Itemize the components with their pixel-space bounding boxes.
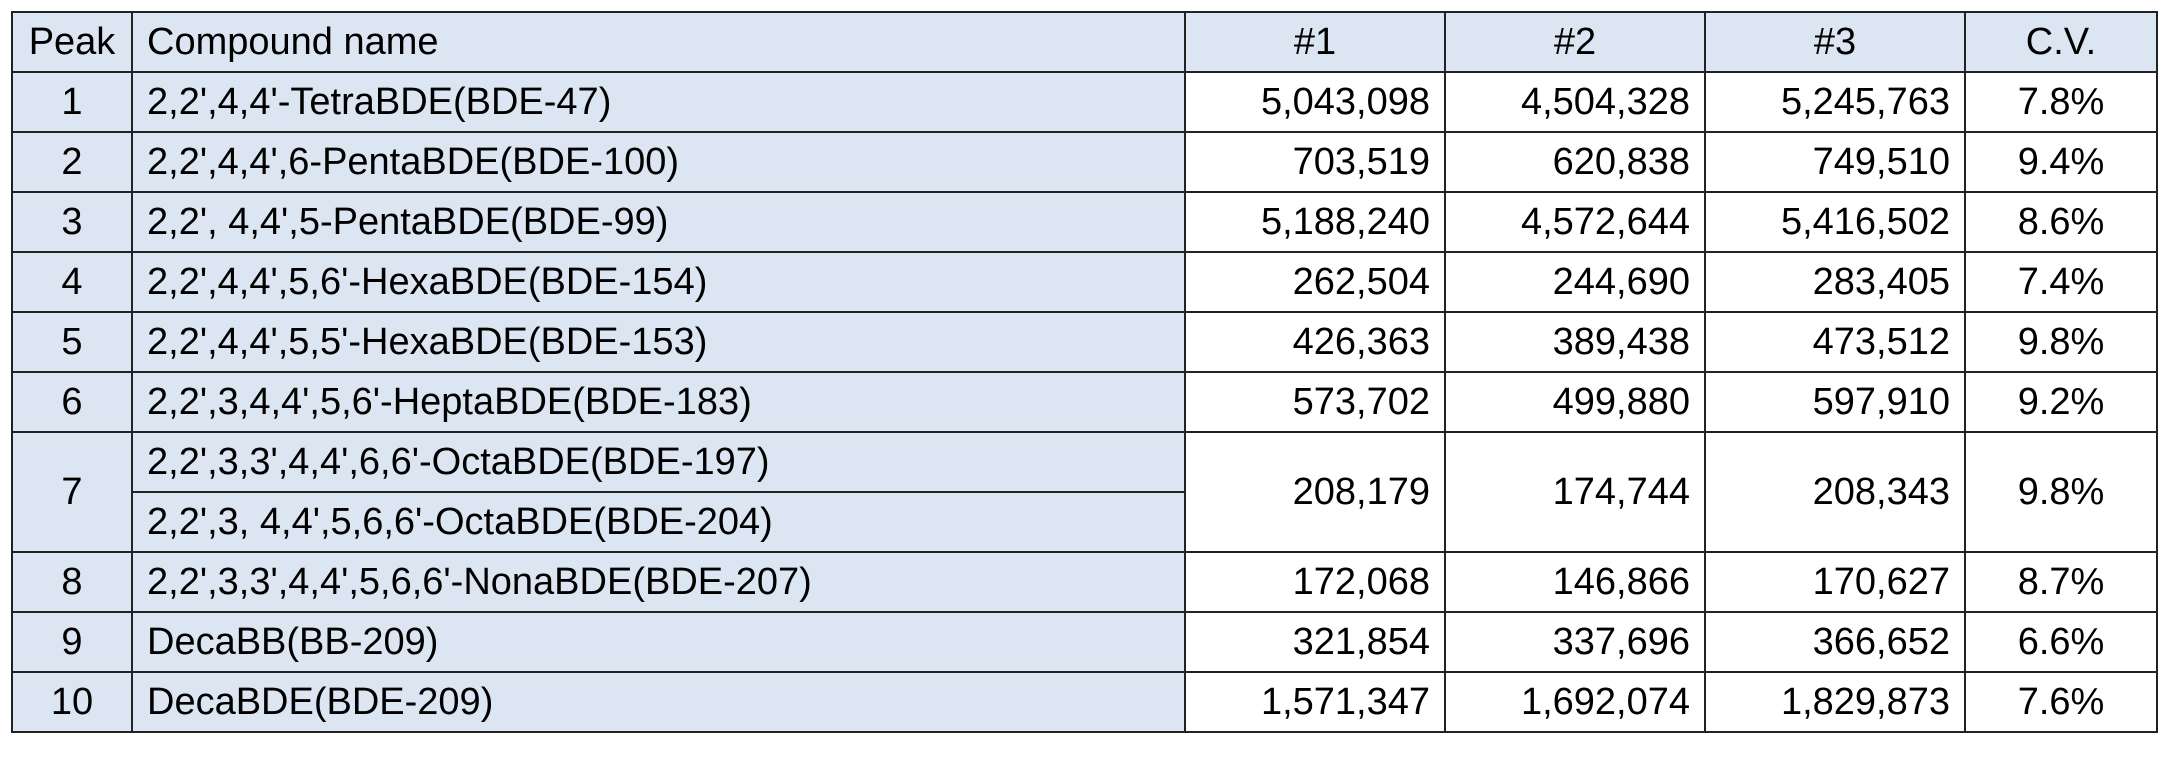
value-cell: 172,068 bbox=[1184, 551, 1446, 613]
cv-cell: 8.7% bbox=[1964, 551, 2158, 613]
value-cell: 337,696 bbox=[1444, 611, 1706, 673]
value-cell: 703,519 bbox=[1184, 131, 1446, 193]
table-row: 5 2,2',4,4',5,5'-HexaBDE(BDE-153) 426,363 3… bbox=[11, 311, 2158, 373]
cv-cell: 7.6% bbox=[1964, 671, 2158, 733]
cv-cell: 9.2% bbox=[1964, 371, 2158, 433]
peak-cell: 8 bbox=[11, 551, 133, 613]
cv-cell: 9.4% bbox=[1964, 131, 2158, 193]
value-cell: 283,405 bbox=[1704, 251, 1966, 313]
compound-cell: 2,2',3,3',4,4',5,6,6'-NonaBDE(BDE-207) bbox=[131, 551, 1186, 613]
compound-cell: DecaBDE(BDE-209) bbox=[131, 671, 1186, 733]
header-cell: C.V. bbox=[1964, 11, 2158, 73]
value-cell: 244,690 bbox=[1444, 251, 1706, 313]
value-cell: 389,438 bbox=[1444, 311, 1706, 373]
value-cell: 146,866 bbox=[1444, 551, 1706, 613]
cv-cell: 6.6% bbox=[1964, 611, 2158, 673]
value-cell: 1,829,873 bbox=[1704, 671, 1966, 733]
table-row: 9 DecaBB(BB-209) 321,854 337,696 366,652 6.6% bbox=[11, 611, 2158, 673]
value-cell: 573,702 bbox=[1184, 371, 1446, 433]
value-cell: 620,838 bbox=[1444, 131, 1706, 193]
table-row: 3 2,2', 4,4',5-PentaBDE(BDE-99) 5,188,240 4… bbox=[11, 191, 2158, 253]
cv-cell: 9.8% bbox=[1964, 311, 2158, 373]
peak-cell: 3 bbox=[11, 191, 133, 253]
header-cell: #1 bbox=[1184, 11, 1446, 73]
header-cell: Peak bbox=[11, 11, 133, 73]
value-cell: 4,504,328 bbox=[1444, 71, 1706, 133]
value-cell: 749,510 bbox=[1704, 131, 1966, 193]
peak-cell: 5 bbox=[11, 311, 133, 373]
value-cell: 473,512 bbox=[1704, 311, 1966, 373]
table-body: 1 2,2',4,4'-TetraBDE(BDE-47) 5,043,098 4,50… bbox=[11, 71, 2158, 733]
value-cell: 174,744 bbox=[1444, 431, 1706, 553]
compound-cell: 2,2', 4,4',5-PentaBDE(BDE-99) bbox=[131, 191, 1186, 253]
value-cell: 426,363 bbox=[1184, 311, 1446, 373]
peak-cell: 2 bbox=[11, 131, 133, 193]
peak-cell: 6 bbox=[11, 371, 133, 433]
table-row: 4 2,2',4,4',5,6'-HexaBDE(BDE-154) 262,504 2… bbox=[11, 251, 2158, 313]
table-row: 2 2,2',4,4',6-PentaBDE(BDE-100) 703,519 620… bbox=[11, 131, 2158, 193]
cv-cell: 7.8% bbox=[1964, 71, 2158, 133]
table-row: 7 2,2',3,3',4,4',6,6'-OctaBDE(BDE-197) 208… bbox=[11, 431, 2158, 553]
value-cell: 5,245,763 bbox=[1704, 71, 1966, 133]
cv-cell: 7.4% bbox=[1964, 251, 2158, 313]
compound-cell: 2,2',3,4,4',5,6'-HeptaBDE(BDE-183) bbox=[131, 371, 1186, 433]
compound-cell: 2,2',4,4'-TetraBDE(BDE-47) bbox=[131, 71, 1186, 133]
value-cell: 170,627 bbox=[1704, 551, 1966, 613]
value-cell: 5,188,240 bbox=[1184, 191, 1446, 253]
data-table: Peak Compound name #1 #2 #3 C.V. 1 2,2',4,4'-T… bbox=[11, 11, 2158, 733]
table-row: 1 2,2',4,4'-TetraBDE(BDE-47) 5,043,098 4,50… bbox=[11, 71, 2158, 133]
table-row: 10 DecaBDE(BDE-209) 1,571,347 1,692,074 1,82… bbox=[11, 671, 2158, 733]
header-cell: #2 bbox=[1444, 11, 1706, 73]
peak-cell: 10 bbox=[11, 671, 133, 733]
value-cell: 208,179 bbox=[1184, 431, 1446, 553]
peak-cell: 9 bbox=[11, 611, 133, 673]
header-cell: Compound name bbox=[131, 11, 1186, 73]
peak-cell: 7 bbox=[11, 431, 133, 553]
value-cell: 366,652 bbox=[1704, 611, 1966, 673]
compound-cell: 2,2',3, 4,4',5,6,6'-OctaBDE(BDE-204) bbox=[131, 491, 1186, 553]
value-cell: 1,692,074 bbox=[1444, 671, 1706, 733]
table-row: 6 2,2',3,4,4',5,6'-HeptaBDE(BDE-183) 573,7… bbox=[11, 371, 2158, 433]
peak-cell: 4 bbox=[11, 251, 133, 313]
header-cell: #3 bbox=[1704, 11, 1966, 73]
compound-cell: 2,2',4,4',6-PentaBDE(BDE-100) bbox=[131, 131, 1186, 193]
compound-cell: 2,2',3,3',4,4',6,6'-OctaBDE(BDE-197) bbox=[131, 431, 1186, 493]
value-cell: 499,880 bbox=[1444, 371, 1706, 433]
value-cell: 1,571,347 bbox=[1184, 671, 1446, 733]
header-row: Peak Compound name #1 #2 #3 C.V. bbox=[11, 11, 2158, 73]
compound-cell: 2,2',4,4',5,5'-HexaBDE(BDE-153) bbox=[131, 311, 1186, 373]
compound-cell: 2,2',4,4',5,6'-HexaBDE(BDE-154) bbox=[131, 251, 1186, 313]
value-cell: 321,854 bbox=[1184, 611, 1446, 673]
value-cell: 597,910 bbox=[1704, 371, 1966, 433]
value-cell: 262,504 bbox=[1184, 251, 1446, 313]
peak-cell: 1 bbox=[11, 71, 133, 133]
table-row: 2,2',3, 4,4',5,6,6'-OctaBDE(BDE-204) bbox=[12, 491, 2157, 553]
value-cell: 208,343 bbox=[1704, 431, 1966, 553]
value-cell: 5,416,502 bbox=[1704, 191, 1966, 253]
compound-cell: DecaBB(BB-209) bbox=[131, 611, 1186, 673]
value-cell: 5,043,098 bbox=[1184, 71, 1446, 133]
cv-cell: 8.6% bbox=[1964, 191, 2158, 253]
value-cell: 4,572,644 bbox=[1444, 191, 1706, 253]
table-row: 8 2,2',3,3',4,4',5,6,6'-NonaBDE(BDE-207) 1… bbox=[11, 551, 2158, 613]
cv-cell: 9.8% bbox=[1964, 431, 2158, 553]
